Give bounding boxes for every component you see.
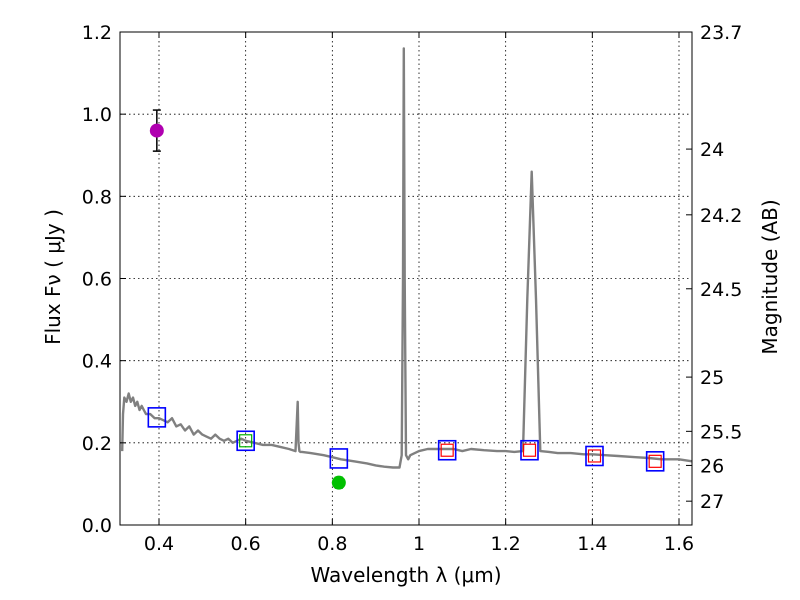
photometry-marks xyxy=(147,109,665,490)
right-tick-label: 25.5 xyxy=(700,421,742,443)
red-inner-marker xyxy=(648,454,662,468)
right-axis-title: Magnitude (AB) xyxy=(758,199,782,354)
axis-ticks: 0.4 0.6 0.8 1 1.2 1.4 1.6 0.0 0.2 0.4 0.6 0.8 1.0 1.2… xyxy=(82,22,743,555)
y-tick-label: 0.8 xyxy=(82,186,112,208)
spectrum-series xyxy=(121,47,693,469)
right-tick-label: 25 xyxy=(700,367,724,389)
right-tick-label: 26 xyxy=(700,455,724,477)
red-inner-marker xyxy=(440,443,454,457)
right-tick-label: 24 xyxy=(700,139,724,161)
green-inner-marker xyxy=(239,434,253,448)
y-tick-label: 0.0 xyxy=(82,515,112,537)
right-tick-label: 24.5 xyxy=(700,279,742,301)
y-tick-label: 1.0 xyxy=(82,104,112,126)
green-point xyxy=(331,475,346,490)
blue-box xyxy=(147,407,167,428)
right-tick-label: 27 xyxy=(700,491,724,513)
blue-box xyxy=(236,430,255,452)
x-tick-label: 1.6 xyxy=(664,533,694,555)
y-tick-label: 0.6 xyxy=(82,269,112,291)
blue-box xyxy=(645,451,665,472)
magenta-point xyxy=(149,123,164,138)
y-tick-label: 0.2 xyxy=(82,433,112,455)
x-axis-title: Wavelength λ (μm) xyxy=(310,563,501,587)
x-tick-label: 1.2 xyxy=(491,533,521,555)
x-tick-label: 0.8 xyxy=(317,533,347,555)
spectrum-line xyxy=(121,47,693,469)
red-inner-marker xyxy=(587,449,602,463)
blue-box xyxy=(585,445,604,467)
blue-box xyxy=(520,439,539,461)
grid-lines xyxy=(120,31,692,526)
x-tick-label: 1 xyxy=(413,533,425,555)
x-tick-label: 0.6 xyxy=(231,533,261,555)
y-tick-label: 1.2 xyxy=(82,22,112,44)
x-tick-label: 0.4 xyxy=(144,533,174,555)
y-axis-title: Flux Fν ( μJy ) xyxy=(41,209,65,345)
y-tick-label: 0.4 xyxy=(82,351,112,373)
right-tick-label: 24.2 xyxy=(700,205,742,227)
right-tick-label: 23.7 xyxy=(700,22,742,44)
red-inner-marker xyxy=(522,443,537,457)
blue-box xyxy=(329,448,349,469)
blue-box xyxy=(437,439,457,461)
x-tick-label: 1.4 xyxy=(577,533,607,555)
